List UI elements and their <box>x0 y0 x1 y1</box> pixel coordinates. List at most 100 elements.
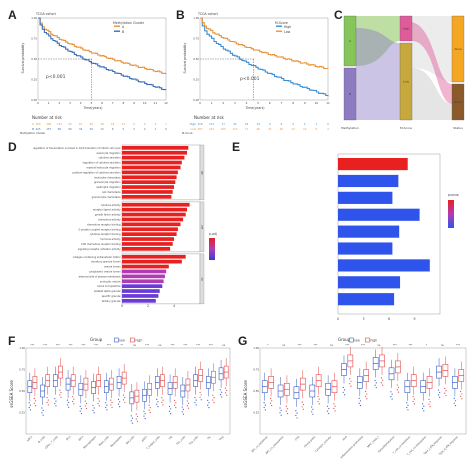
box-outlier <box>358 402 360 404</box>
box-outlier <box>328 412 330 415</box>
risk-cell: 14 <box>257 122 261 126</box>
box-signif: *** <box>314 343 319 347</box>
go-bar <box>122 202 190 207</box>
box-outlier <box>428 398 430 400</box>
kegg-term-label: Primary immunodeficiency <box>340 238 385 242</box>
box-outlier <box>42 409 44 411</box>
box-signif: *** <box>145 343 150 347</box>
km-b-risk-title: Number at risk <box>194 115 224 120</box>
km-plot-b: TCGA cohort M-Score p<0.001 Survival pro… <box>182 12 330 135</box>
km-xtick: 4 <box>80 101 82 105</box>
km-ytick: 0.75 <box>31 37 37 41</box>
go-term-label: CCR chemokine receptor binding <box>81 243 121 246</box>
box-signif: *** <box>69 343 74 347</box>
sankey-flow <box>412 22 452 104</box>
box-outlier <box>311 406 313 408</box>
kegg-colorbar <box>448 200 454 228</box>
box-outlier <box>407 404 409 406</box>
box-outlier <box>187 407 190 409</box>
go-group-strip <box>199 201 205 253</box>
box-signif: *** <box>196 343 201 347</box>
km-ytick: 1.00 <box>31 16 37 20</box>
box-signif: ns <box>377 344 381 347</box>
km-curve-low <box>200 17 329 70</box>
box-outlier <box>168 410 171 412</box>
sankey-node-label: A <box>349 39 352 43</box>
risk-cell: 34 <box>79 127 83 131</box>
go-bar <box>122 195 172 199</box>
box-outlier <box>124 401 126 403</box>
box-outlier <box>200 394 202 396</box>
box-outlier <box>33 402 35 404</box>
box-signif: ns <box>133 344 137 347</box>
go-term-label: granulocyte chemotaxis <box>92 196 122 199</box>
risk-cell: 6 <box>316 127 318 131</box>
go-bar <box>122 217 184 222</box>
km-legend-swatch <box>114 30 120 32</box>
sankey-node-low <box>399 42 413 121</box>
box-g-ylabel: ssGSEA Score <box>243 380 248 408</box>
box-category-label: DCs <box>65 434 72 441</box>
box-outlier <box>98 405 100 407</box>
kegg-legend-title: pvalue <box>448 193 459 197</box>
box-outlier <box>195 404 197 406</box>
go-term-label: vesicle lumen <box>104 266 121 269</box>
box-outlier <box>161 401 163 404</box>
box-outlier <box>221 396 223 398</box>
km-xtick: 6 <box>101 101 103 105</box>
boxplot-immune-functions: Group ssGSEA Score 0.25 0.50 0.75 1.00 low hi… <box>243 337 467 459</box>
go-group-label: BP <box>200 171 204 175</box>
go-bar <box>122 294 159 298</box>
risk-cell: 231 <box>209 127 214 131</box>
km-ytick: 0.50 <box>193 57 199 61</box>
go-bar <box>122 232 177 236</box>
box-ytick: 0.25 <box>253 411 259 415</box>
km-a-legend-title: Methylation Cluster <box>113 21 145 25</box>
risk-cell: 4 <box>327 127 329 131</box>
box-outlier <box>391 393 393 395</box>
box-outlier <box>454 405 457 407</box>
box-outlier <box>423 410 425 412</box>
risk-cell: 71 <box>245 127 249 131</box>
box-outlier <box>333 407 335 410</box>
box-outlier <box>396 389 398 391</box>
box-signif: *** <box>43 343 48 347</box>
box-outlier <box>301 401 303 403</box>
box-outlier <box>358 397 360 399</box>
box-outlier <box>42 414 44 416</box>
box-outlier <box>461 398 463 400</box>
km-xtick: 6 <box>269 101 271 105</box>
box-signif: *** <box>298 343 303 347</box>
sankey-flow <box>356 28 400 120</box>
km-curve-a <box>38 17 167 74</box>
box-signif: * <box>267 343 269 347</box>
box-outlier <box>162 399 164 401</box>
risk-cell: 1 <box>155 127 157 131</box>
box-signif: ns <box>441 344 445 347</box>
km-ytick: 0.00 <box>31 98 37 102</box>
box-outlier <box>333 403 335 405</box>
box-outlier <box>157 406 159 408</box>
box-outlier <box>106 409 108 411</box>
km-b-pvalue: p<0.001 <box>240 76 260 82</box>
kegg-bar <box>338 259 430 272</box>
box-outlier <box>156 403 158 405</box>
box-outlier <box>279 412 281 414</box>
risk-cell: 5 <box>144 122 146 126</box>
box-ytick: 0.50 <box>253 389 259 393</box>
risk-cell: 9 <box>269 122 271 126</box>
go-term-label: cytokine receptor binding <box>90 233 121 236</box>
risk-cell: 131 <box>209 122 214 126</box>
box-outlier <box>199 391 201 394</box>
box-outlier <box>279 407 281 409</box>
go-term-label: platelet alpha granule <box>94 290 121 293</box>
box-outlier <box>397 391 400 393</box>
box-outlier <box>213 401 215 404</box>
kegg-bar <box>338 174 399 188</box>
box-outlier <box>182 413 185 415</box>
box-outlier <box>79 410 81 412</box>
go-group-strip <box>199 144 205 201</box>
box-outlier <box>144 413 146 415</box>
box-outlier <box>296 412 298 414</box>
box-outlier <box>54 398 56 400</box>
